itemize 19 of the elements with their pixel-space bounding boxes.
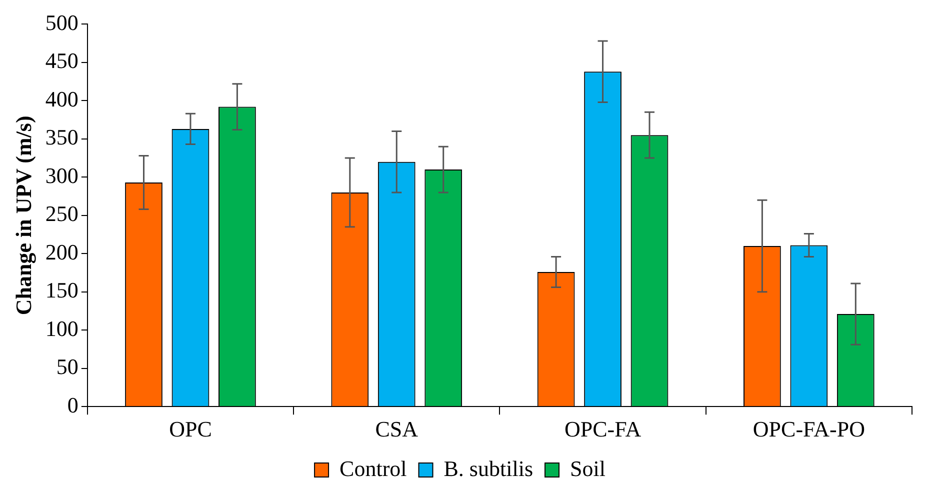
y-tick-label: 100 <box>45 316 78 341</box>
x-tick-label: CSA <box>375 416 418 442</box>
legend-label: Soil <box>570 456 606 481</box>
y-tick-label: 400 <box>45 86 78 112</box>
legend-label: Control <box>340 456 407 481</box>
x-tick-label: OPC-FA <box>564 416 642 442</box>
y-tick-label: 250 <box>45 201 78 226</box>
legend-label: B. subtilis <box>444 456 534 481</box>
y-axis-title: Change in UPV (m/s) <box>10 116 36 316</box>
y-tick-label: 50 <box>56 354 78 380</box>
y-tick-label: 350 <box>45 124 78 150</box>
y-tick-label: 150 <box>45 278 78 303</box>
y-tick-label: 200 <box>45 239 78 264</box>
x-tick-label: OPC <box>169 416 212 442</box>
x-tick-label: OPC-FA-PO <box>752 416 865 442</box>
y-tick-label: 450 <box>45 48 78 74</box>
y-tick-label: 0 <box>67 392 78 418</box>
y-tick-label: 500 <box>45 10 78 35</box>
y-tick-label: 300 <box>45 162 78 188</box>
